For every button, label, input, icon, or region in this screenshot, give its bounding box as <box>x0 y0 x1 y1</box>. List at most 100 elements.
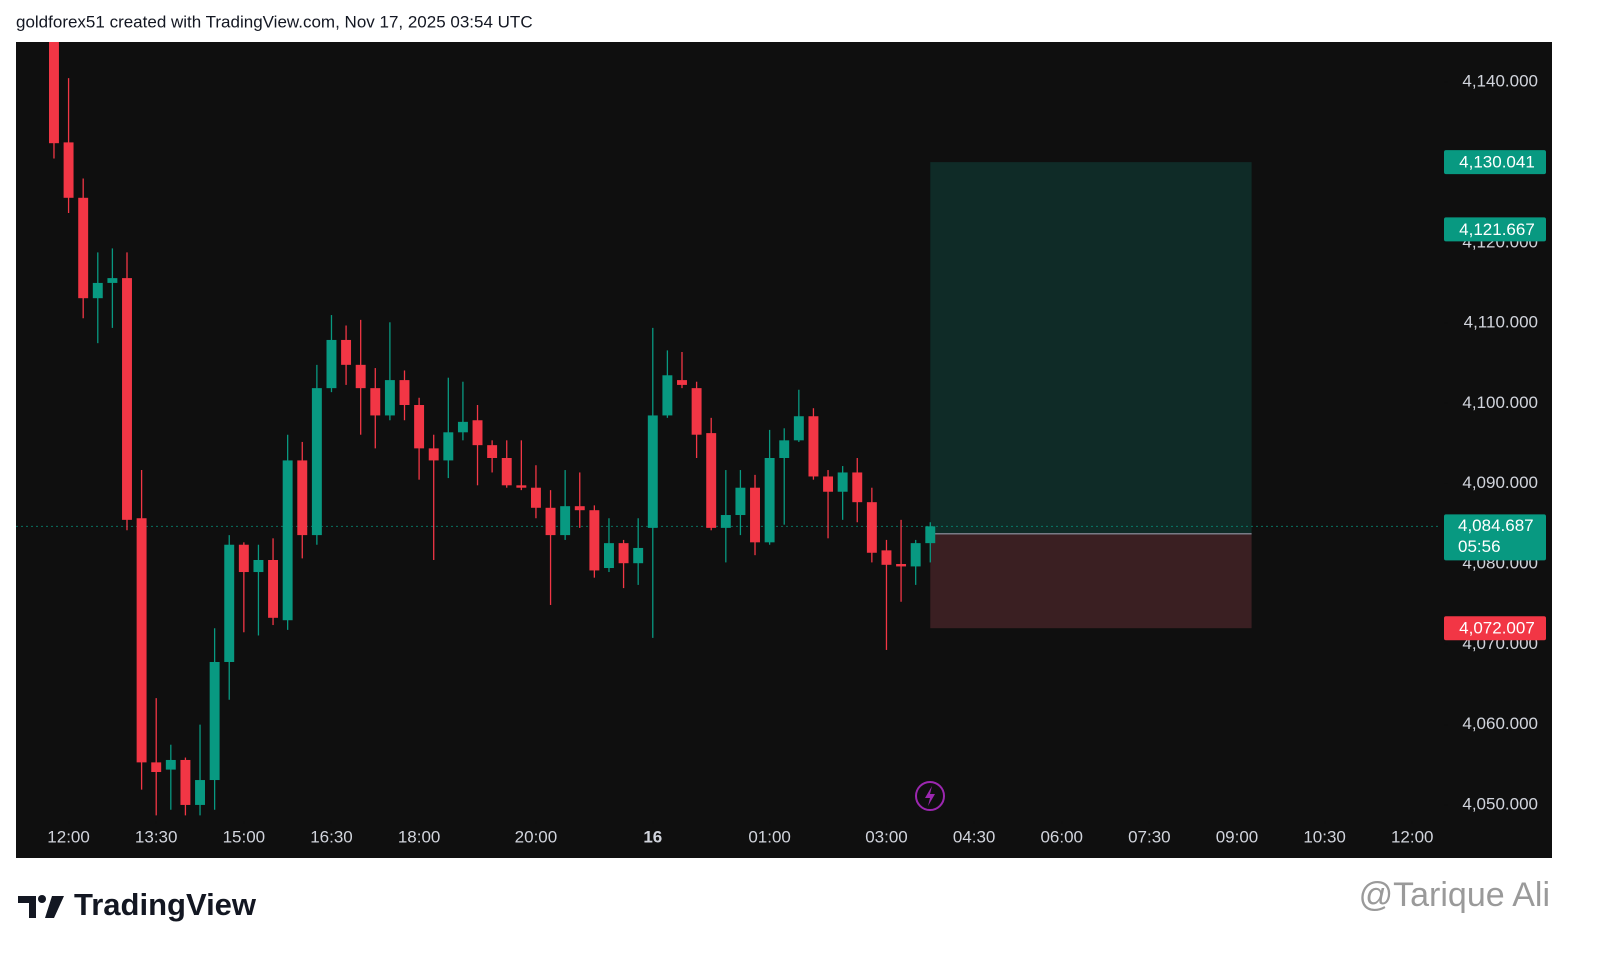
y-tick-label: 4,100.000 <box>1462 393 1538 412</box>
candle-body <box>896 564 907 567</box>
price-badge-label: 4,072.007 <box>1459 619 1535 638</box>
candle-body <box>384 380 395 416</box>
candle-body <box>852 472 863 503</box>
candle-body <box>414 404 425 449</box>
candle-body <box>297 460 308 536</box>
candle-body <box>589 510 600 571</box>
candle-body <box>881 550 892 565</box>
y-tick-label: 4,110.000 <box>1464 313 1538 332</box>
watermark: @Tarique Ali <box>1359 876 1550 914</box>
candle-body <box>326 339 337 389</box>
candle-body <box>92 282 103 299</box>
candle-body <box>720 515 731 528</box>
x-tick-label: 12:00 <box>1391 827 1434 846</box>
x-tick-label: 15:00 <box>223 827 266 846</box>
candle-body <box>122 278 132 520</box>
x-tick-label: 20:00 <box>515 827 558 846</box>
x-tick-label: 09:00 <box>1216 827 1259 846</box>
candle-body <box>516 485 527 488</box>
tradingview-logo <box>18 895 64 918</box>
candle-body <box>735 487 746 516</box>
candle-body <box>107 278 118 283</box>
lightning-icon[interactable] <box>915 781 945 811</box>
candle-body <box>180 759 191 805</box>
candle-body <box>910 543 921 567</box>
candle-body <box>78 197 89 299</box>
price-badge <box>1444 150 1546 175</box>
last-price-label: 4,084.687 <box>1458 516 1534 535</box>
candle-body <box>779 440 790 459</box>
candle-body <box>355 364 366 389</box>
loss-zone <box>930 533 1252 629</box>
candle-body <box>560 506 571 536</box>
candle-body <box>224 544 235 662</box>
candle-body <box>706 433 717 528</box>
header-text: goldforex51 created with TradingView.com… <box>16 12 533 31</box>
x-tick-label: 16 <box>643 827 662 846</box>
candle-body <box>49 42 59 144</box>
x-tick-label: 01:00 <box>748 827 791 846</box>
candle-body <box>370 388 381 416</box>
candle-body <box>443 432 454 461</box>
candle-body <box>487 445 498 459</box>
candle-body <box>195 780 205 805</box>
candle-body <box>808 416 819 477</box>
candle-body <box>662 375 673 416</box>
candle-body <box>604 543 614 569</box>
candle-body <box>268 559 279 618</box>
x-tick-label: 07:30 <box>1128 827 1171 846</box>
y-tick-label: 4,060.000 <box>1462 714 1538 733</box>
candle-body <box>457 421 468 433</box>
candle-body <box>63 142 74 198</box>
candle-body <box>165 759 176 770</box>
candle-body <box>472 420 483 446</box>
candle-body <box>866 502 877 553</box>
candle-body <box>925 526 936 544</box>
last-price-badge <box>1444 514 1546 561</box>
candle-body <box>238 544 249 573</box>
profit-zone <box>930 162 1252 534</box>
x-tick-label: 12:00 <box>47 827 90 846</box>
candle-body <box>793 416 804 441</box>
candle-body <box>677 380 687 385</box>
y-tick-label: 4,140.000 <box>1462 72 1538 91</box>
candle-body <box>282 460 293 621</box>
x-tick-label: 18:00 <box>398 827 441 846</box>
x-tick-label: 10:30 <box>1303 827 1346 846</box>
candle-body <box>530 487 541 508</box>
x-tick-label: 06:00 <box>1040 827 1083 846</box>
x-tick-label: 04:30 <box>953 827 996 846</box>
candle-body <box>633 547 644 564</box>
candle-body <box>311 388 322 536</box>
x-tick-label: 13:30 <box>135 827 178 846</box>
candle-body <box>253 559 264 573</box>
price-badge-label: 4,130.041 <box>1459 153 1535 172</box>
price-badge <box>1444 616 1546 641</box>
candle-body <box>399 380 410 405</box>
candle-body <box>823 476 834 492</box>
candle-body <box>209 661 220 781</box>
price-badge-label: 4,121.667 <box>1459 220 1535 239</box>
candle-body <box>691 388 702 435</box>
y-tick-label: 4,050.000 <box>1462 794 1538 813</box>
price-badge <box>1444 217 1546 242</box>
candle-body <box>341 339 352 365</box>
candle-body <box>428 448 439 461</box>
candle-body <box>837 472 848 492</box>
candle-body <box>618 543 629 564</box>
x-tick-label: 03:00 <box>865 827 908 846</box>
candle-body <box>151 762 162 773</box>
candle-body <box>574 506 585 511</box>
logo-text: TradingView <box>74 887 257 922</box>
plot-area <box>16 42 1440 816</box>
candle-body <box>764 458 775 543</box>
candle-body <box>545 507 556 536</box>
x-tick-label: 16:30 <box>310 827 353 846</box>
y-tick-label: 4,090.000 <box>1462 473 1538 492</box>
candle-body <box>647 415 658 528</box>
axes: 4,050.0004,060.0004,070.0004,080.0004,09… <box>47 72 1546 846</box>
candle-body <box>750 487 760 543</box>
candle-body <box>501 458 512 486</box>
candle-body <box>136 518 147 763</box>
